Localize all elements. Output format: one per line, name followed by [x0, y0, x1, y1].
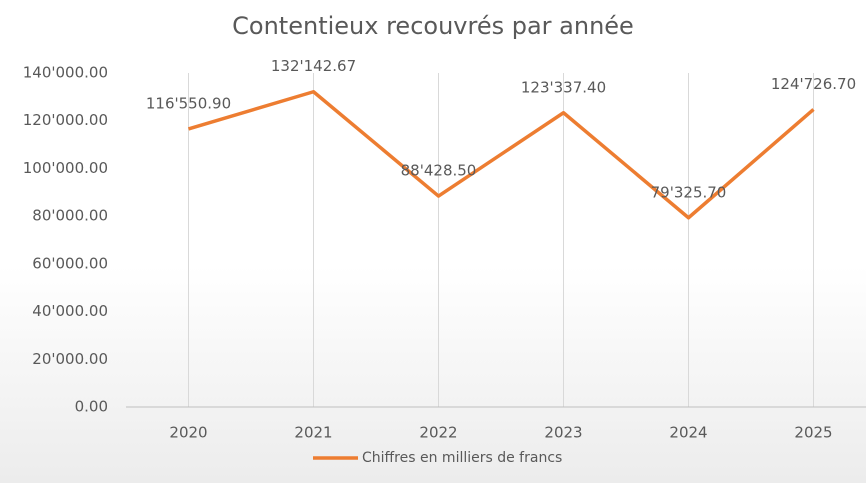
legend-label: Chiffres en milliers de francs: [362, 450, 562, 466]
y-tick-label: 100'000.00: [23, 159, 108, 177]
data-label: 124'726.70: [771, 75, 856, 93]
data-label: 132'142.67: [271, 57, 356, 75]
x-tick-label: 2023: [544, 424, 582, 442]
y-tick-label: 60'000.00: [32, 254, 108, 272]
data-label: 88'428.50: [401, 162, 477, 180]
y-tick-label: 80'000.00: [32, 207, 108, 225]
chart-title: Contentieux recouvrés par année: [232, 12, 634, 40]
y-tick-label: 140'000.00: [23, 64, 108, 82]
data-label: 79'325.70: [651, 183, 727, 201]
x-tick-label: 2022: [419, 424, 457, 442]
y-tick-label: 40'000.00: [32, 302, 108, 320]
x-tick-label: 2021: [294, 424, 332, 442]
data-line: [188, 89, 815, 220]
x-tick-label: 2024: [669, 424, 707, 442]
data-label: 116'550.90: [146, 94, 231, 112]
data-label: 123'337.40: [521, 78, 606, 96]
y-tick-label: 120'000.00: [23, 111, 108, 129]
y-tick-label: 0.00: [75, 398, 108, 416]
y-tick-label: 20'000.00: [32, 350, 108, 368]
x-tick-label: 2020: [169, 424, 207, 442]
x-tick-label: 2025: [794, 424, 832, 442]
